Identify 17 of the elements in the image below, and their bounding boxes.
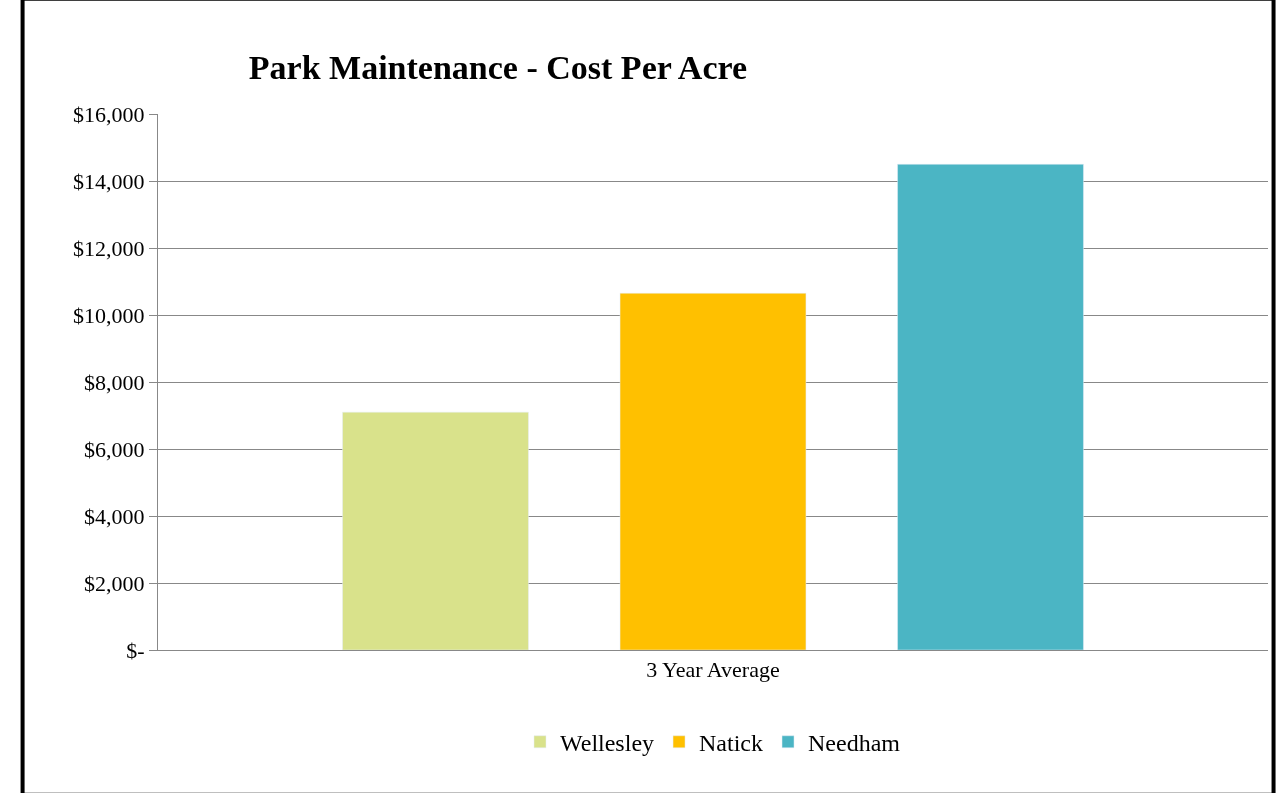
y-tick-label: $12,000: [73, 235, 145, 261]
y-tick-label: $16,000: [73, 101, 145, 127]
y-tick-label: $6,000: [84, 436, 145, 462]
y-tick-label: $14,000: [73, 168, 145, 194]
legend-label: Wellesley: [560, 730, 655, 757]
y-tick-label: $-: [126, 637, 145, 663]
x-tick-label: 3 Year Average: [646, 657, 780, 683]
legend-label: Natick: [699, 730, 764, 757]
bar: [342, 411, 529, 650]
legend-label: Needham: [808, 730, 901, 757]
y-tick-label: $4,000: [84, 503, 145, 529]
bar: [619, 292, 807, 650]
chart-title: Park Maintenance - Cost Per Acre: [248, 49, 748, 87]
y-tick-label: $2,000: [84, 570, 145, 596]
y-tick-label: $10,000: [73, 302, 145, 328]
y-tick-label: $8,000: [84, 369, 145, 395]
bar: [897, 164, 1084, 650]
